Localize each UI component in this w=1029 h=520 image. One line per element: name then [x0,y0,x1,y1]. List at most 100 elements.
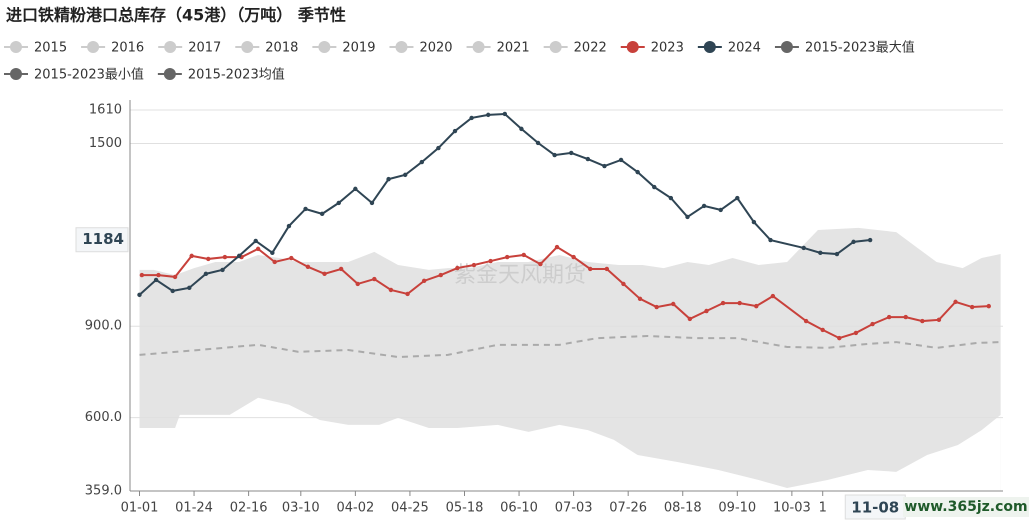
data-point [834,251,840,257]
x-tick-label: 1 [819,501,827,516]
data-point [139,272,145,278]
legend-item[interactable]: 2023 [620,41,684,56]
data-point [837,335,842,341]
data-point [486,112,491,118]
data-point [519,126,524,132]
data-point [801,245,806,251]
data-point [372,276,377,282]
data-point [851,239,856,245]
data-point [203,271,209,277]
data-point [604,266,610,272]
data-point [920,318,925,324]
legend-label: 2015-2023最大值 [805,40,915,56]
legend-item[interactable]: 2015-2023均值 [157,67,285,83]
x-tick-label: 09-10 [718,501,756,516]
data-point [602,163,607,169]
min-area [139,397,1001,491]
data-point [554,244,560,250]
data-point [870,321,875,327]
series-line [138,112,871,296]
data-point [222,254,228,260]
data-point [504,254,510,260]
data-point [369,200,375,206]
data-point [585,156,591,162]
legend-item[interactable]: 2016 [81,41,144,56]
data-point [986,303,991,309]
legend-icon [318,41,331,53]
data-point [471,262,477,268]
y-tick-label: 1500 [89,136,122,151]
data-point [718,207,723,213]
pointer-y-box [75,227,129,253]
data-point [867,237,873,243]
y-tick-label: 359.0 [85,484,122,499]
chart-title: 进口铁精粉港口总库存（45港）（万吨） 季节性 [6,6,346,25]
legend-item[interactable]: 2019 [312,41,375,56]
data-point [803,318,809,324]
legend-icon [472,41,485,53]
x-tick-label: 10-03 [773,501,811,516]
legend-icon [10,68,22,80]
data-point [652,184,657,190]
legend-icon [10,41,22,53]
y-tick-label: 900.0 [85,319,122,334]
data-point [338,266,344,272]
data-point [488,258,493,264]
legend-item[interactable]: 2022 [543,41,607,56]
data-point [969,304,975,310]
legend-item[interactable]: 2015-2023最小值 [4,67,144,83]
data-point [206,256,211,262]
data-point [635,169,640,175]
pointer-y-label: 1184 [82,230,124,248]
data-point [189,253,194,259]
x-tick-label: 03-10 [282,501,320,516]
legend-icon [163,68,176,80]
data-point [355,281,360,287]
data-point [438,272,443,278]
data-point [336,200,341,206]
data-point [421,278,427,284]
legend-item[interactable]: 2017 [158,41,221,56]
legend-icon [241,41,254,53]
data-point [405,291,410,297]
data-point [322,271,327,277]
legend-item[interactable]: 2020 [389,41,453,56]
data-point [270,250,275,256]
data-point [621,281,626,287]
data-point [735,195,740,201]
data-point [137,292,142,298]
y-tick-label: 1610 [89,103,122,118]
x-tick-label: 05-18 [446,501,484,516]
data-point [953,299,958,305]
legend-icon [164,41,177,53]
data-point [754,303,759,309]
legend-label: 2019 [342,41,375,56]
data-point [353,186,358,192]
data-point [187,285,192,291]
legend-item[interactable]: 2015 [4,41,67,56]
legend-item[interactable]: 2015-2023最大值 [774,40,915,56]
x-tick-label: 04-25 [391,501,429,516]
legend-item[interactable]: 2018 [235,41,298,56]
legend-item[interactable]: 2024 [697,41,761,56]
data-point [770,293,776,299]
legend-icon [780,41,793,53]
legend-label: 2017 [188,41,221,56]
data-point [388,287,394,293]
x-tick-label: 06-10 [500,501,538,516]
x-tick-label: 08-18 [664,501,702,516]
legend-label: 2021 [497,41,530,56]
x-tick-label: 01-01 [121,501,159,516]
x-tick-label: 04-02 [336,501,374,516]
x-tick-label: 02-16 [230,501,268,516]
data-point [236,253,242,259]
data-point [402,172,408,178]
pointer-x-label: 11-08 [851,499,899,517]
legend-label: 2023 [651,41,684,56]
x-tick-label: 01-24 [175,501,213,516]
data-point [535,140,541,146]
legend-item[interactable]: 2021 [466,41,530,56]
data-point [436,145,441,151]
legend-icon [549,41,562,53]
data-point [618,157,624,163]
